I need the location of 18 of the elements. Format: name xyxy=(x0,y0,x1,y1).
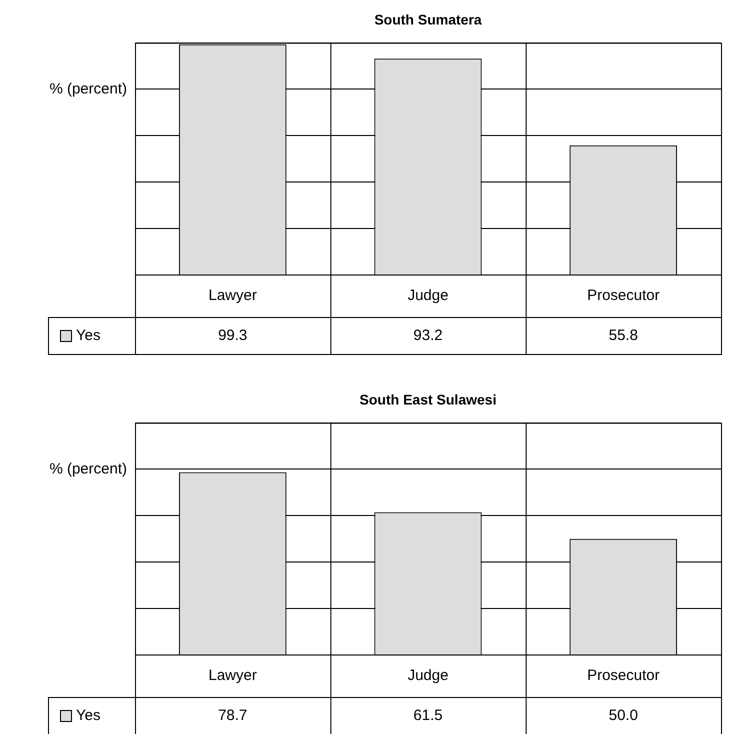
data-label: 93.2 xyxy=(413,327,443,344)
y-axis-title: % (percent) xyxy=(49,80,127,98)
x-tick-label: Prosecutor xyxy=(587,667,660,684)
x-tick-label: Prosecutor xyxy=(587,287,660,304)
data-label: 78.7 xyxy=(218,707,248,724)
chart-title: South Sumatera xyxy=(374,11,482,28)
data-label: 50.0 xyxy=(608,707,638,724)
legend-label: Yes xyxy=(76,327,100,344)
data-label: 61.5 xyxy=(413,707,443,724)
x-tick-label: Lawyer xyxy=(208,287,257,304)
data-label: 99.3 xyxy=(218,327,248,344)
x-tick-label: Lawyer xyxy=(208,667,257,684)
x-tick-label: Judge xyxy=(408,287,448,304)
x-tick-label: Judge xyxy=(408,667,448,684)
chart-title: South East Sulawesi xyxy=(360,391,496,408)
y-axis-title: % (percent) xyxy=(49,460,127,478)
data-label: 55.8 xyxy=(608,327,638,344)
legend-label: Yes xyxy=(76,707,100,724)
